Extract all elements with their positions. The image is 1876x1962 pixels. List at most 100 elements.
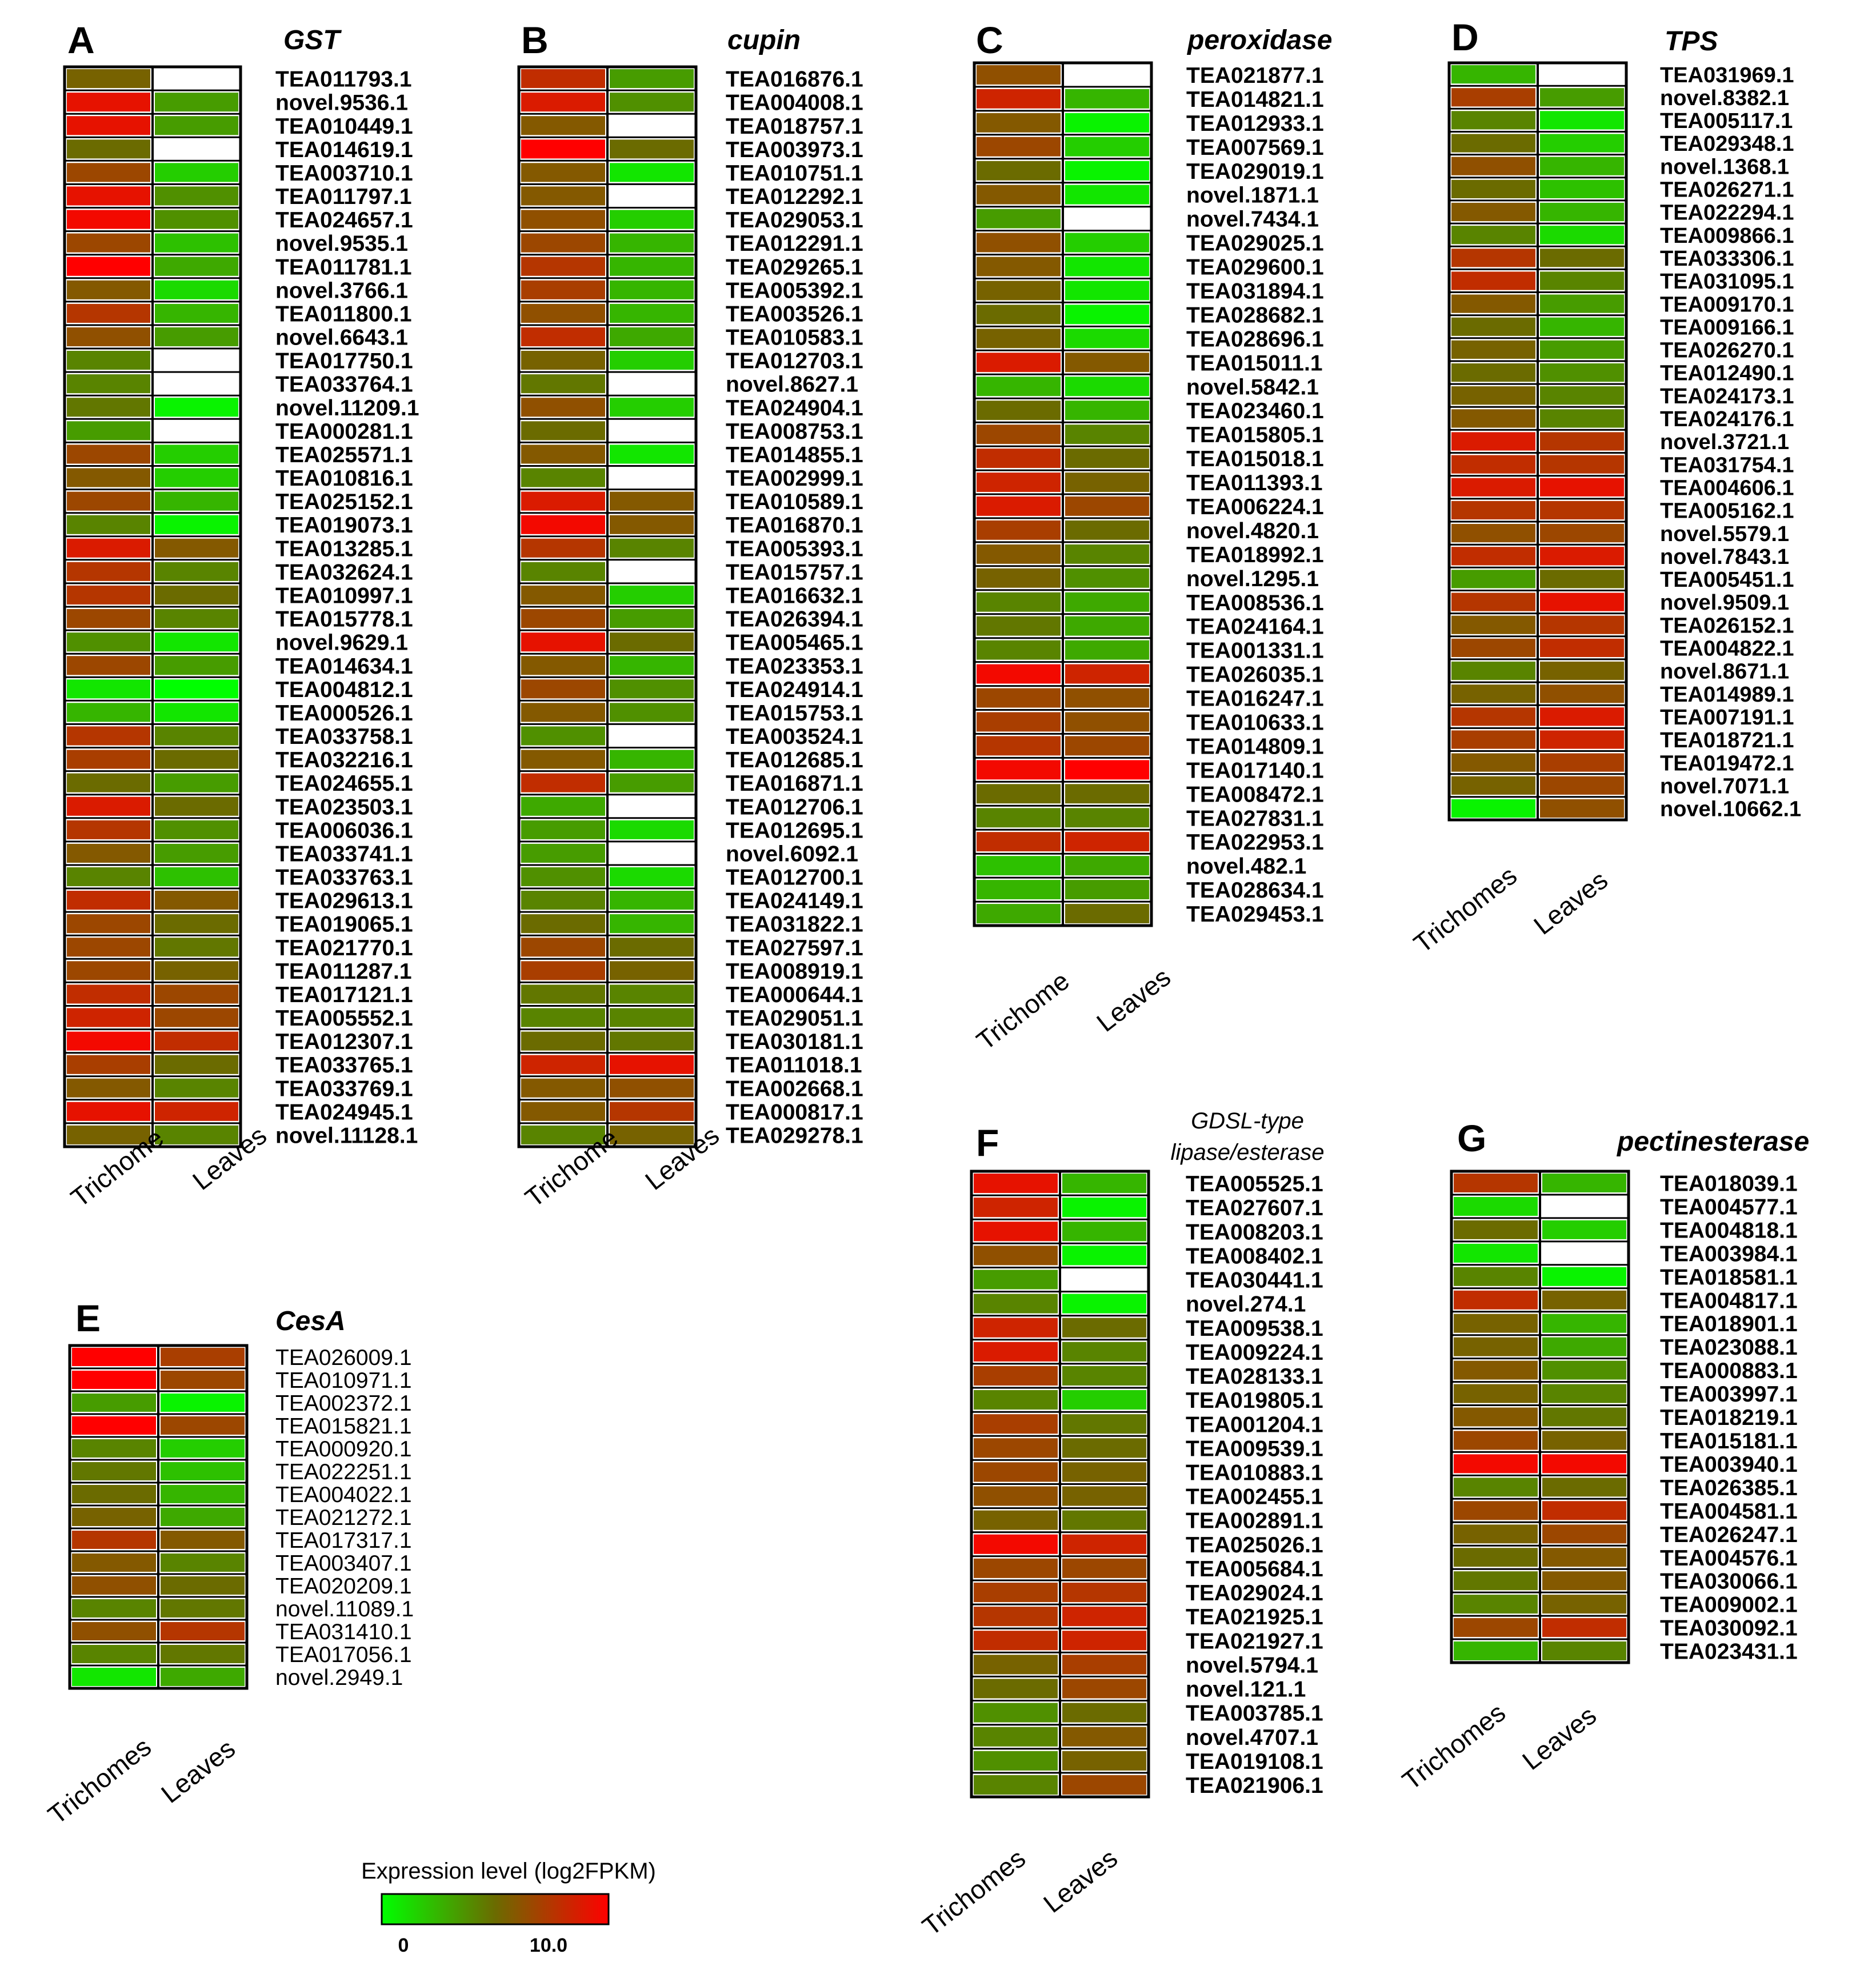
heatmap-cell [521,938,605,957]
heatmap-cell [1542,1477,1626,1497]
heatmap-cell [610,93,694,112]
heatmap-cell [155,538,238,558]
gene-label: TEA031095.1 [1660,270,1794,294]
heatmap-cell [1451,317,1535,336]
heatmap-cell [72,1394,156,1412]
heatmap-cell [521,163,605,182]
gene-label: TEA019073.1 [275,513,413,538]
gene-label: TEA021925.1 [1186,1605,1323,1629]
heatmap-cell [1062,1390,1146,1410]
gene-label: TEA015181.1 [1660,1429,1798,1454]
gene-label: TEA018992.1 [1186,543,1324,567]
gene-label: TEA003973.1 [726,138,863,162]
heatmap-cell [1542,1501,1626,1520]
gene-label: TEA000281.1 [275,419,413,444]
heatmap-cell [977,616,1061,636]
heatmap-cell [67,796,150,816]
heatmap-cell [974,1366,1058,1386]
gene-label: TEA002668.1 [726,1076,863,1101]
heatmap-cell [521,726,605,746]
heatmap-cell [1542,1618,1626,1637]
heatmap-cell [610,984,694,1004]
heatmap-cell [521,1055,605,1074]
heatmap-cell [1065,257,1149,277]
gene-label: TEA033306.1 [1660,247,1794,271]
heatmap-cell [610,562,694,581]
gene-label: novel.274.1 [1186,1292,1306,1317]
gene-label: novel.11089.1 [275,1597,414,1621]
heatmap-cell [67,233,150,253]
gene-label: TEA005525.1 [1186,1172,1323,1196]
heatmap-cell [67,468,150,487]
heatmap-cell [161,1576,245,1595]
gene-label: TEA008402.1 [1186,1244,1323,1268]
heatmap-cell [1540,340,1624,359]
heatmap-cell [977,281,1061,301]
gene-label: TEA018039.1 [1660,1172,1798,1196]
heatmap-cell [521,327,605,347]
gene-label: TEA004576.1 [1660,1546,1798,1571]
heatmap-cell [1451,730,1535,749]
gene-label: TEA000920.1 [275,1437,412,1462]
heatmap-cell [1542,1174,1626,1192]
heatmap-cell [161,1394,245,1412]
heatmap-cell [1540,592,1624,611]
heatmap-cell [1454,1337,1538,1356]
heatmap-cell [521,1031,605,1051]
panel-title: GST [283,25,342,55]
gene-label: TEA029600.1 [1186,255,1324,280]
heatmap-cell [1065,449,1149,468]
heatmap-cell [155,891,238,910]
heatmap-cell [67,750,150,769]
heatmap-cell [155,750,238,769]
gene-label: TEA026270.1 [1660,339,1794,363]
panel-letter: D [1451,16,1479,58]
gene-label: TEA024914.1 [726,678,863,702]
heatmap-cell [1540,226,1624,245]
gene-label: TEA009538.1 [1186,1316,1323,1341]
gene-label: TEA024149.1 [726,889,863,914]
heatmap-cell [521,679,605,699]
gene-label: TEA005465.1 [726,631,863,655]
heatmap-cell [521,961,605,980]
heatmap-cell [67,303,150,323]
gene-label: TEA018219.1 [1660,1406,1798,1430]
gene-label: TEA006036.1 [275,818,413,843]
gene-label: TEA022953.1 [1186,830,1324,855]
heatmap-cell [67,186,150,206]
gene-label: TEA017140.1 [1186,758,1324,783]
heatmap-cell [1065,640,1149,660]
heatmap-cell [610,891,694,910]
heatmap-cell [1062,1703,1146,1723]
gene-label: TEA008536.1 [1186,591,1324,615]
column-label: Leaves [1517,1700,1602,1776]
heatmap-cell [610,938,694,957]
heatmap-cell [155,938,238,957]
gene-label: novel.1295.1 [1186,567,1319,591]
heatmap-cell [1540,500,1624,520]
gene-label: novel.9509.1 [1660,591,1789,615]
gene-label: TEA033758.1 [275,724,413,749]
heatmap-cell [1451,753,1535,772]
gene-label: TEA010971.1 [275,1368,412,1393]
gene-label: TEA015753.1 [726,701,863,726]
heatmap-frame [1447,61,1628,822]
heatmap-cell [1454,1314,1538,1333]
heatmap-cell [1065,880,1149,899]
gene-label: TEA012291.1 [726,231,863,256]
gene-label: TEA017750.1 [275,349,413,374]
heatmap-cell [1451,179,1535,198]
heatmap-cell [1062,1318,1146,1338]
heatmap-cell [72,1416,156,1435]
heatmap-cell [977,544,1061,564]
heatmap-cell [610,796,694,816]
gene-label: TEA016871.1 [726,771,863,796]
heatmap-cell [67,491,150,511]
heatmap-cell [1062,1679,1146,1699]
heatmap-cell [977,520,1061,540]
gene-label: TEA010583.1 [726,326,863,350]
gene-label: TEA031894.1 [1186,279,1324,304]
heatmap-cell [1065,425,1149,445]
heatmap-cell [977,209,1061,229]
heatmap-cell [1540,455,1624,474]
